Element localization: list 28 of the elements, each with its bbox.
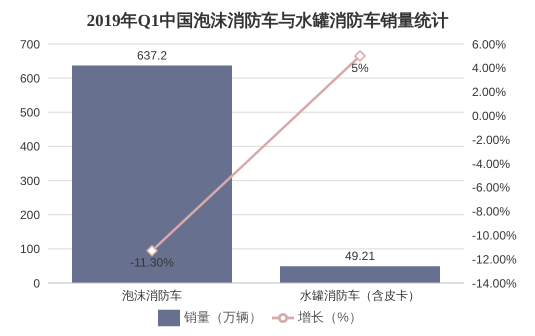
y-tick-label: 0 xyxy=(33,276,40,290)
y-tick-label: 400 xyxy=(20,140,40,154)
y2-tick-label: 2.00% xyxy=(472,85,506,100)
y2-tick-label: -6.00% xyxy=(472,180,510,195)
x-tick-label: 泡沫消防车 xyxy=(122,288,182,303)
data-label: 637.2 xyxy=(136,48,168,62)
y2-tick-label: -2.00% xyxy=(472,132,510,147)
y2-tick-label: -10.00% xyxy=(472,228,518,242)
y-tick-label: 500 xyxy=(20,106,40,120)
y2-tick-label: -14.00% xyxy=(472,276,518,290)
y-tick-label: 600 xyxy=(20,71,40,86)
y-tick-label: 100 xyxy=(20,242,40,256)
legend-label: 销量（万辆） xyxy=(184,309,262,324)
data-label: 49.21 xyxy=(344,249,376,264)
legend-label: 增长（%） xyxy=(298,309,362,324)
x-tick-label: 水罐消防车（含皮卡） xyxy=(300,288,420,303)
y2-tick-label: 4.00% xyxy=(472,61,506,76)
y2-tick-label: -8.00% xyxy=(472,204,510,219)
y-tick-label: 700 xyxy=(20,37,40,52)
y2-tick-label: -12.00% xyxy=(472,252,518,266)
y2-tick-label: 6.00% xyxy=(472,37,506,52)
data-label: -11.30% xyxy=(130,256,174,270)
y-tick-label: 200 xyxy=(20,208,40,222)
y2-tick-label: 0.00% xyxy=(472,108,506,123)
y-tick-label: 300 xyxy=(20,174,40,188)
data-label: 5% xyxy=(351,60,369,75)
chart-title: 2019年Q1中国泡沫消防车与水罐消防车销量统计 xyxy=(86,10,450,32)
y2-tick-label: -4.00% xyxy=(472,156,510,171)
